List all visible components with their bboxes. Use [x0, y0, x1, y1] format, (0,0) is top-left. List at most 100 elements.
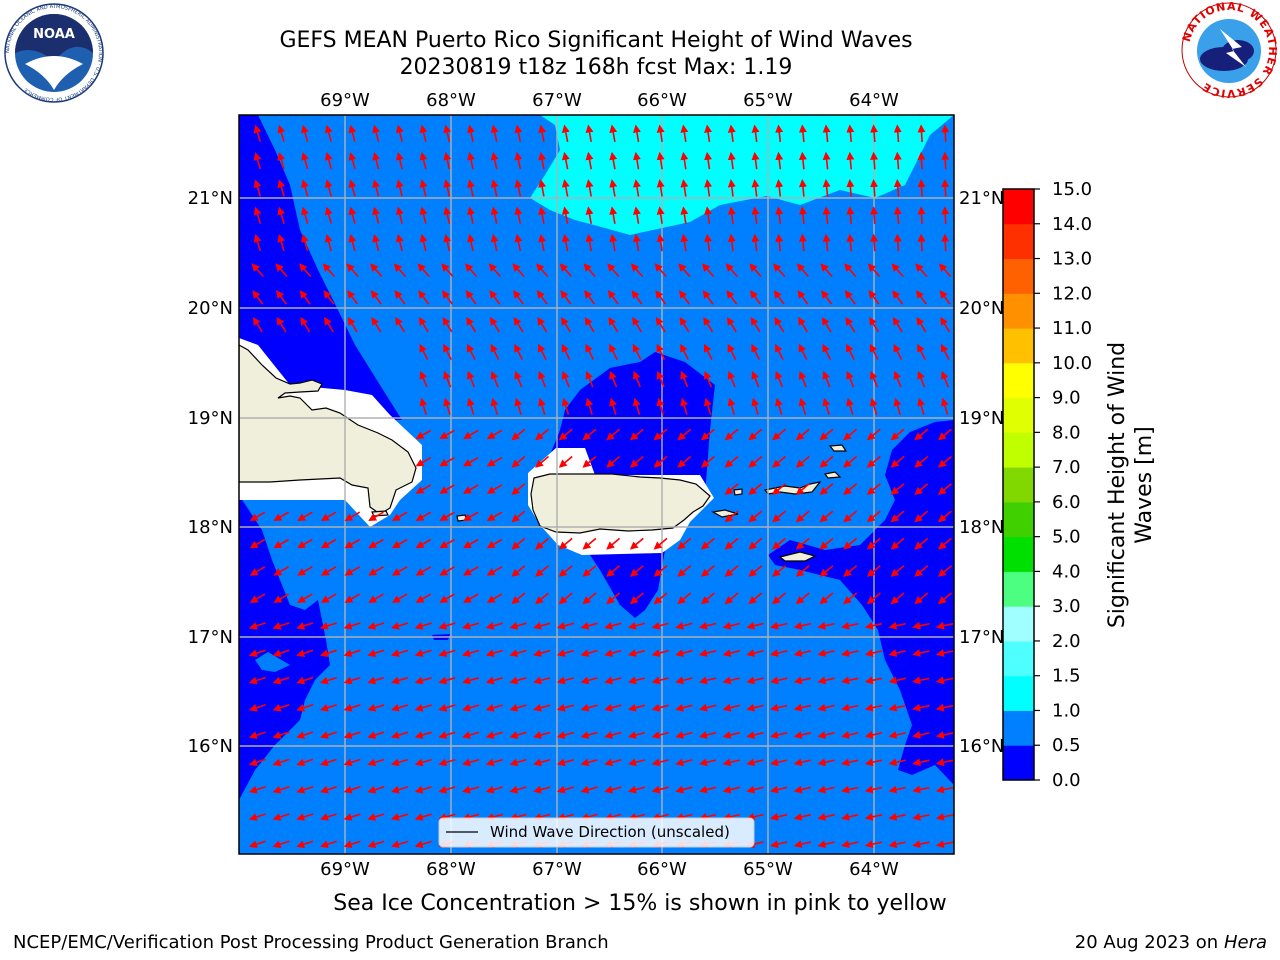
- noaa-logo-text: NOAA: [33, 27, 75, 42]
- wind-wave-arrow: [627, 785, 646, 794]
- wind-wave-arrow: [798, 370, 807, 388]
- wind-wave-arrow: [680, 370, 689, 388]
- wind-wave-arrow: [585, 370, 594, 388]
- wind-wave-arrow: [843, 510, 858, 523]
- wind-wave-arrow: [273, 566, 290, 576]
- legend-label: Wind Wave Direction (unscaled): [490, 823, 730, 841]
- wind-wave-arrow: [393, 263, 407, 278]
- wind-wave-arrow: [582, 592, 597, 605]
- wind-wave-arrow: [846, 151, 855, 170]
- wind-wave-arrow: [438, 649, 456, 658]
- wind-wave-arrow: [296, 840, 314, 849]
- wind-wave-arrow: [841, 758, 859, 767]
- wind-wave-arrow: [914, 565, 929, 577]
- wind-wave-arrow: [864, 621, 883, 630]
- wind-wave-arrow: [749, 263, 762, 278]
- wind-wave-arrow: [367, 649, 385, 657]
- wind-wave-arrow: [372, 233, 380, 252]
- noaa-logo: NOAA NATIONAL OCEANIC AND ATMOSPHERIC AD…: [4, 3, 104, 103]
- wind-wave-arrow: [819, 483, 834, 496]
- lat-label-right: 17°N: [959, 627, 1004, 648]
- wind-wave-arrow: [912, 785, 930, 794]
- sombrero-island: [828, 444, 848, 452]
- wind-wave-arrow: [651, 785, 669, 794]
- wind-wave-arrow: [773, 290, 785, 305]
- wind-wave-arrow: [371, 316, 382, 333]
- wind-wave-arrow: [935, 621, 954, 630]
- wind-wave-arrow: [580, 649, 598, 657]
- wind-wave-arrow: [511, 592, 526, 605]
- wind-wave-arrow: [390, 703, 409, 712]
- wind-wave-arrow: [917, 370, 926, 388]
- wind-wave-arrow: [439, 566, 455, 576]
- wind-wave-arrow: [912, 840, 930, 849]
- wind-wave-arrow: [748, 510, 763, 523]
- wind-wave-arrow: [675, 731, 693, 739]
- wind-wave-arrow: [556, 649, 575, 657]
- wind-wave-arrow: [467, 179, 475, 197]
- wind-wave-arrow: [793, 676, 812, 685]
- wind-wave-arrow: [348, 206, 357, 224]
- wind-wave-arrow: [746, 621, 764, 630]
- wind-wave-arrow: [870, 151, 879, 170]
- wind-wave-arrow: [580, 703, 598, 712]
- wind-wave-arrow: [277, 179, 286, 197]
- wind-wave-arrow: [248, 676, 266, 685]
- wind-wave-arrow: [443, 397, 451, 415]
- wind-wave-arrow: [606, 455, 621, 468]
- wind-wave-arrow: [912, 621, 930, 630]
- wind-wave-arrow: [418, 316, 429, 333]
- wind-wave-arrow: [561, 370, 570, 388]
- wind-wave-arrow: [698, 731, 717, 739]
- wind-wave-arrow: [347, 316, 358, 333]
- wind-wave-arrow: [775, 343, 784, 360]
- wind-wave-arrow: [941, 233, 950, 252]
- wind-wave-arrow: [438, 622, 456, 630]
- wind-wave-arrow: [866, 483, 881, 496]
- wind-wave-arrow: [680, 206, 689, 224]
- wind-wave-arrow: [585, 151, 594, 170]
- wind-wave-arrow: [463, 456, 479, 467]
- wind-wave-arrow: [627, 731, 646, 739]
- wind-wave-arrow: [248, 649, 266, 657]
- wind-wave-arrow: [485, 785, 503, 794]
- wind-wave-arrow: [917, 343, 926, 360]
- wind-wave-arrow: [912, 730, 930, 739]
- wind-wave-arrow: [585, 343, 595, 360]
- wind-wave-arrow: [698, 785, 717, 794]
- wind-wave-arrow: [324, 152, 333, 170]
- wind-wave-arrow: [486, 456, 503, 467]
- wind-wave-arrow: [419, 370, 428, 388]
- wind-wave-arrow: [864, 649, 883, 657]
- wind-wave-arrow: [417, 263, 430, 278]
- wind-wave-arrow: [819, 565, 834, 577]
- wind-wave-arrow: [467, 124, 475, 142]
- wind-wave-arrow: [915, 263, 928, 278]
- wind-wave-arrow: [795, 592, 810, 605]
- wind-wave-arrow: [439, 538, 455, 549]
- wind-wave-arrow: [511, 455, 526, 468]
- wind-wave-arrow: [798, 124, 807, 143]
- wind-wave-arrow: [798, 179, 807, 197]
- lat-label-right: 18°N: [959, 517, 1004, 538]
- lat-label-left: 16°N: [188, 736, 233, 757]
- wind-wave-arrow: [535, 565, 550, 577]
- wind-wave-arrow: [821, 290, 833, 305]
- wind-wave-arrow: [249, 511, 266, 522]
- wind-wave-arrow: [415, 484, 432, 494]
- wind-wave-arrow: [893, 151, 902, 170]
- wind-wave-arrow: [582, 565, 597, 577]
- wind-wave-arrow: [319, 840, 337, 849]
- wind-wave-arrow: [372, 179, 380, 197]
- colorbar-band: [1003, 258, 1034, 294]
- wind-wave-arrow: [320, 593, 337, 603]
- wind-wave-arrow: [343, 703, 361, 712]
- wind-wave-arrow: [748, 537, 763, 550]
- colorbar-tick-label: 6.0: [1052, 492, 1081, 513]
- wind-wave-arrow: [698, 676, 717, 685]
- wind-wave-arrow: [677, 455, 692, 468]
- wind-wave-arrow: [443, 151, 452, 170]
- wind-wave-arrow: [272, 785, 290, 794]
- wind-wave-arrow: [343, 649, 361, 657]
